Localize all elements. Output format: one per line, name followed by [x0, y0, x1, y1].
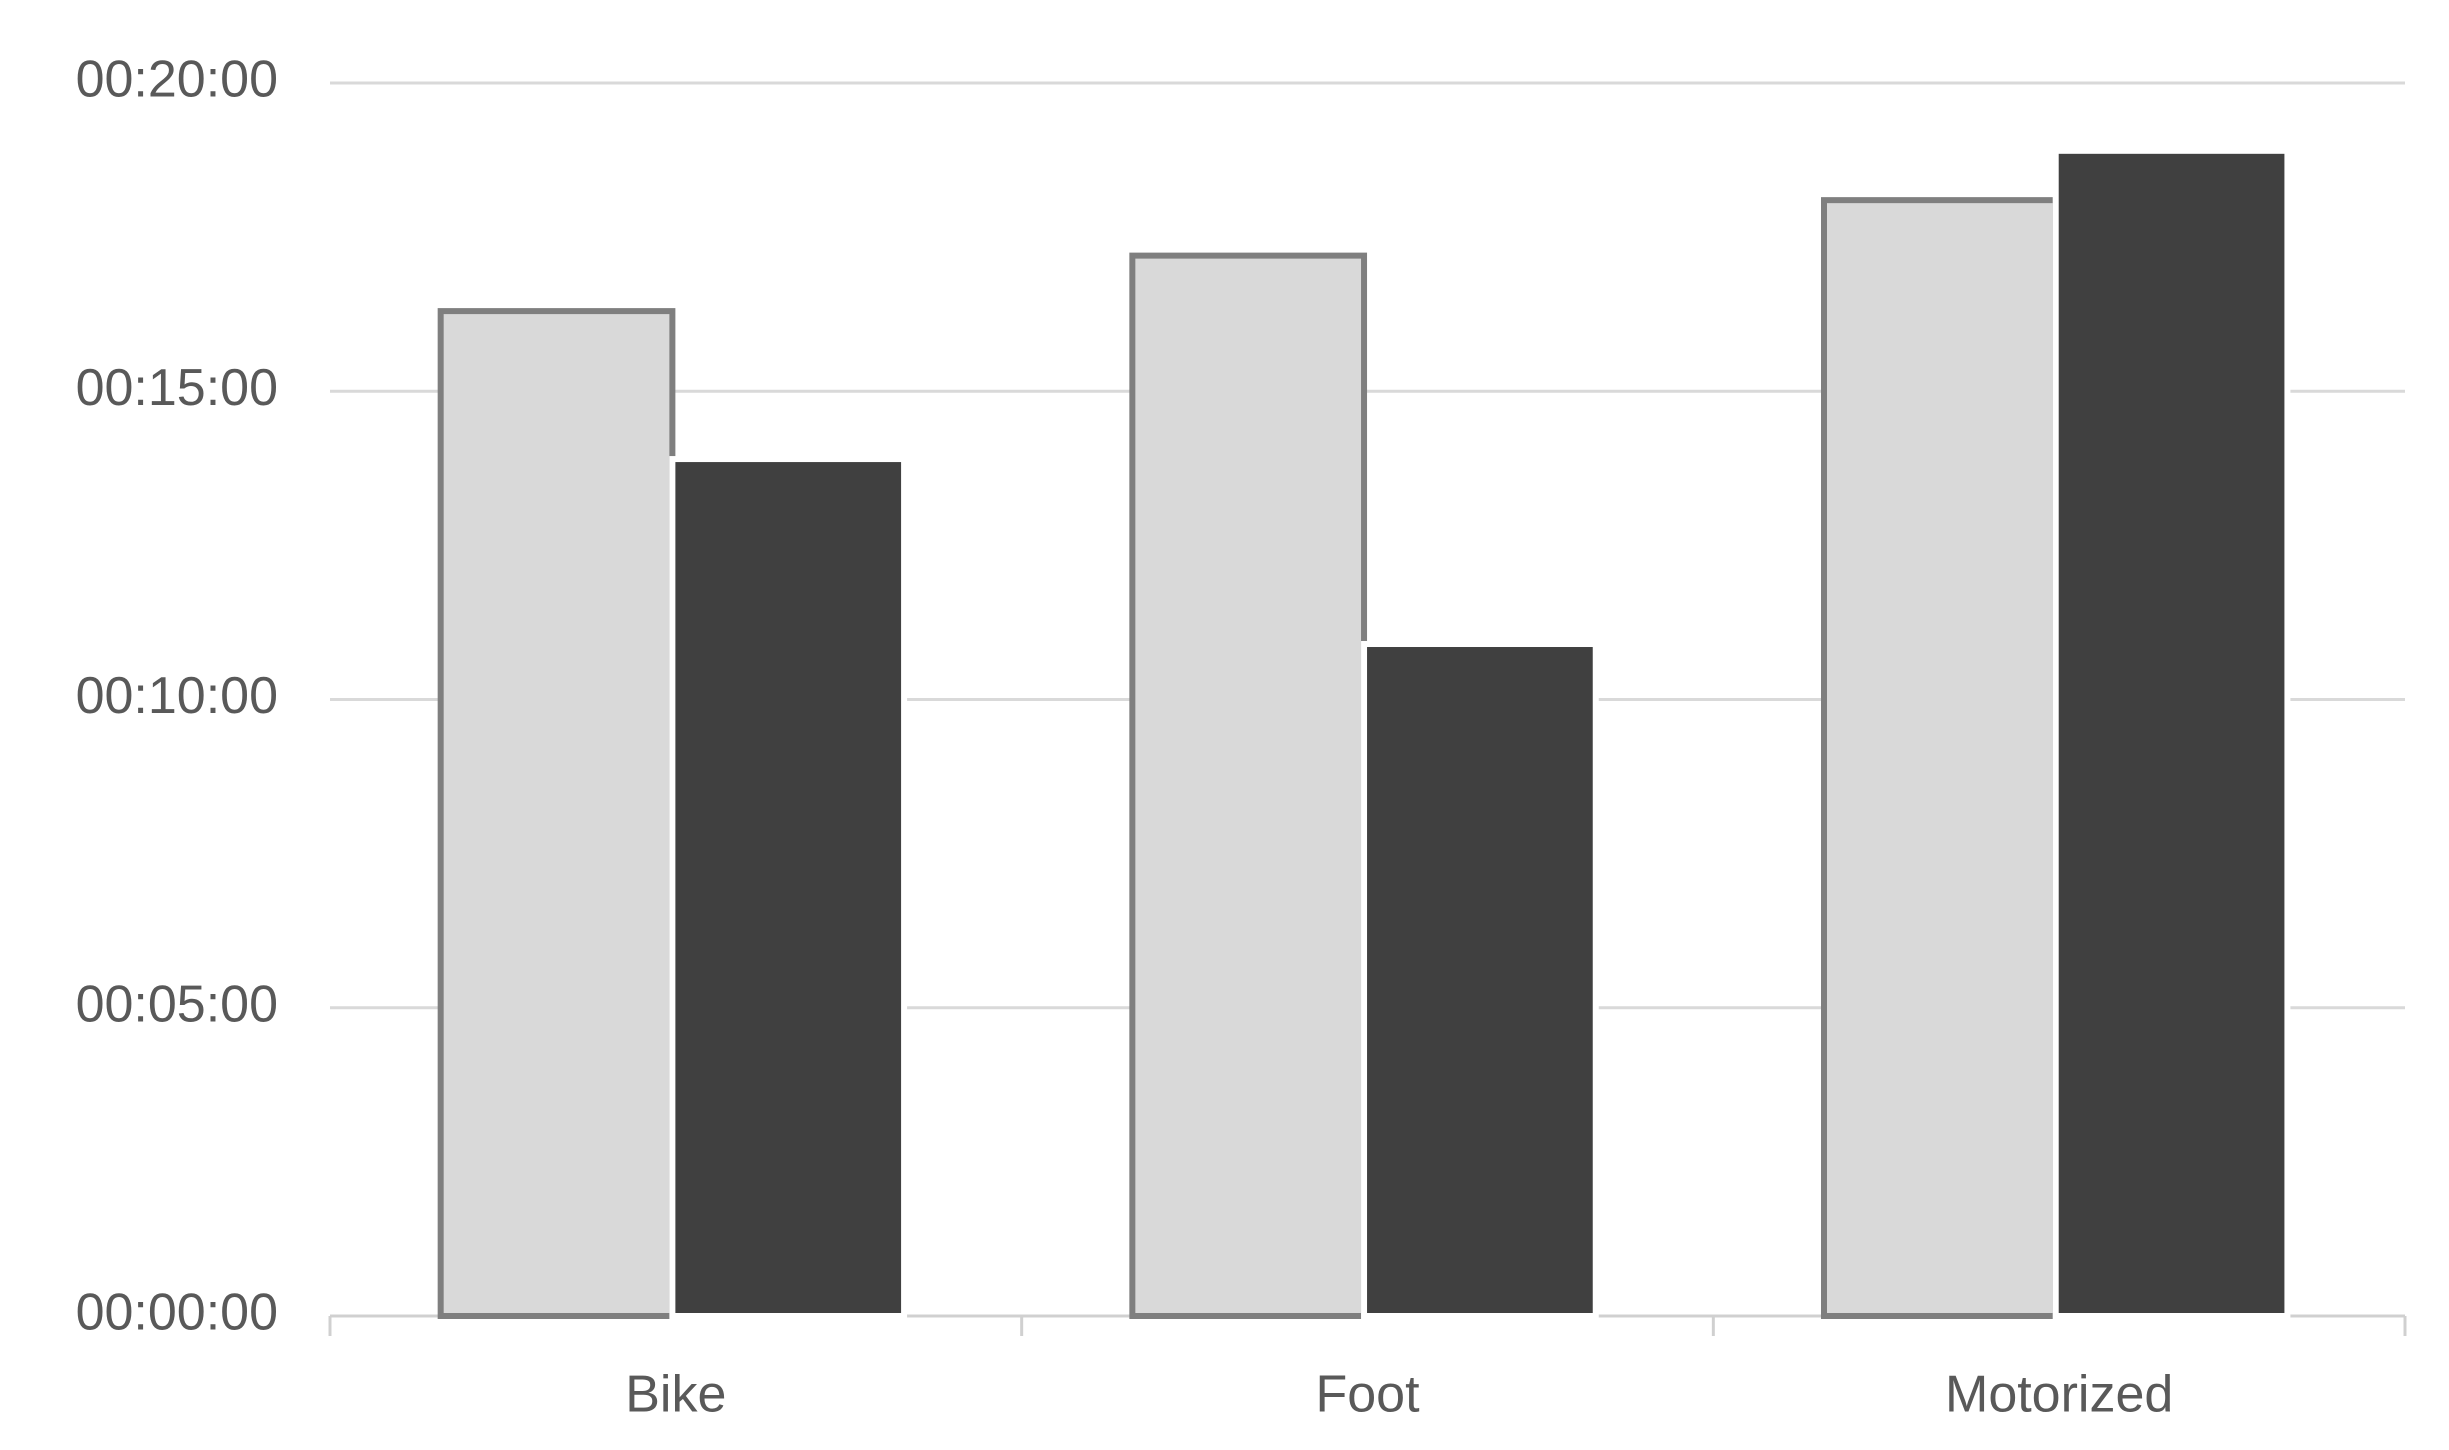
bar [2052, 147, 2291, 1320]
x-tick-label: Foot [1315, 1366, 1420, 1424]
bar [1821, 197, 2059, 1319]
bar [437, 308, 676, 1320]
y-tick-label: 00:00:00 [76, 1284, 278, 1342]
y-tick-label: 00:05:00 [76, 975, 278, 1033]
bar [669, 456, 908, 1319]
y-tick-label: 00:15:00 [76, 359, 278, 417]
y-tick-label: 00:10:00 [76, 667, 278, 725]
y-tick-label: 00:20:00 [76, 51, 278, 109]
bar [1129, 252, 1368, 1319]
x-tick-label: Bike [625, 1366, 726, 1424]
bar [1361, 641, 1599, 1319]
x-tick-label: Motorized [1945, 1366, 2173, 1424]
